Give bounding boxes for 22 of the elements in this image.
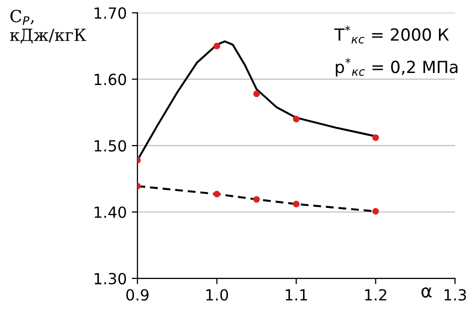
x-tick-label: 1.1 (286, 289, 307, 300)
y-tick-label: 1.70 (94, 7, 126, 19)
point (372, 208, 379, 215)
point (292, 116, 300, 122)
x-tick-label: 1.0 (206, 289, 228, 301)
y-tick-label: 1.30 (94, 272, 126, 284)
y-tick-label: 1.50 (94, 140, 126, 152)
point (292, 200, 300, 208)
point (372, 134, 379, 141)
y-tick-label: 1.40 (94, 206, 126, 218)
y-axis-title: C$_{P}$, кДж/кгК (10, 10, 86, 44)
point (253, 196, 260, 203)
y-tick-label: 1.60 (94, 74, 126, 86)
x-tick-label: 0.9 (126, 289, 149, 301)
x-tick-label: 1.2 (365, 289, 386, 300)
x-axis-title: α (422, 287, 432, 298)
point (253, 90, 260, 98)
annotation: T$^{*}$$_{кс}$ = 2000 К (334, 26, 449, 44)
point (214, 190, 220, 198)
point (214, 42, 220, 50)
annotation: p$^{*}$$_{кс}$ = 0,2 МПа (336, 58, 458, 76)
x-tick-label: 1.3 (444, 289, 466, 301)
